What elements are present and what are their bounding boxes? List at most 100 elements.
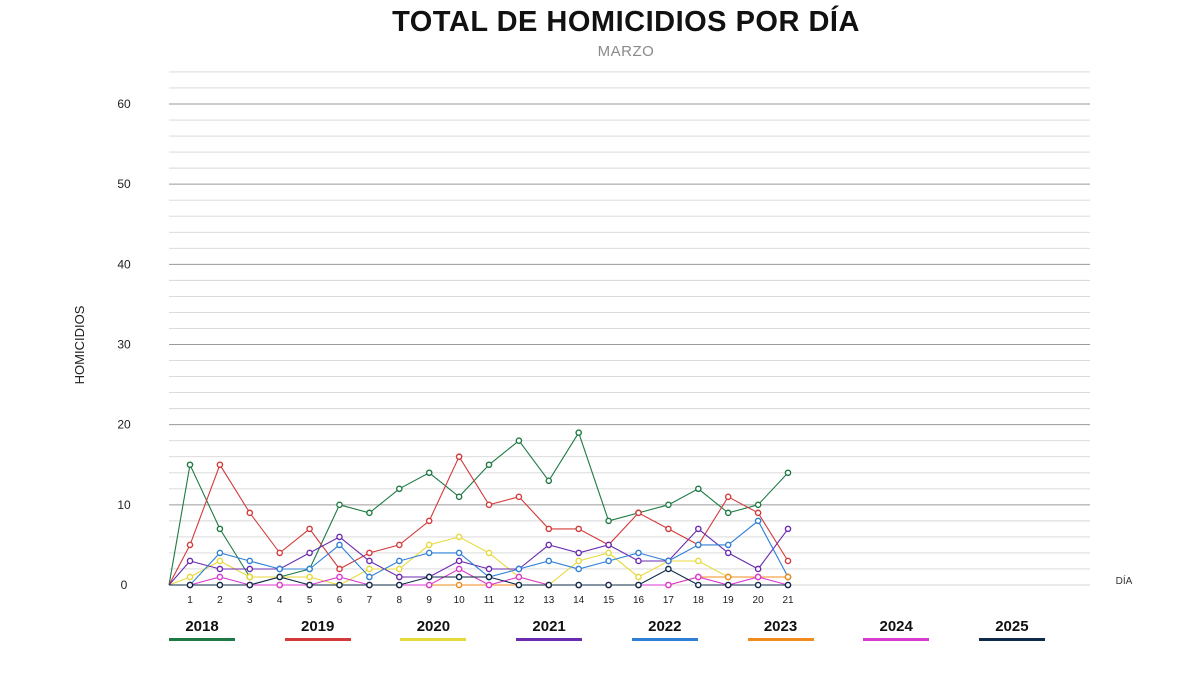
- data-point: [515, 581, 523, 589]
- data-point: [276, 549, 284, 557]
- data-point: [395, 485, 403, 493]
- data-point: [186, 541, 194, 549]
- x-axis-ticks: 1 2 3 4 5 6 7 8 9 10 11 12 13 14 15 16 17 18 19 20 21: [187, 595, 794, 606]
- series-group: [168, 429, 792, 589]
- data-point: [216, 573, 224, 581]
- data-point: [246, 509, 254, 517]
- data-point: [545, 581, 553, 589]
- data-point: [336, 541, 343, 549]
- data-point: [754, 517, 762, 525]
- data-point: [366, 557, 373, 565]
- legend-swatch: [631, 638, 698, 641]
- data-point: [455, 549, 463, 557]
- x-tick-label: 15: [603, 595, 615, 606]
- data-point: [724, 573, 732, 581]
- data-point: [575, 581, 583, 589]
- series-2025: [169, 565, 792, 589]
- data-point: [605, 581, 612, 589]
- data-point: [754, 565, 762, 573]
- legend-item-2024: 2024: [863, 618, 930, 641]
- x-tick-label: 6: [337, 595, 343, 606]
- data-point: [425, 573, 433, 581]
- data-point: [724, 541, 732, 549]
- data-point: [276, 573, 284, 581]
- data-point: [575, 557, 583, 565]
- data-point: [575, 565, 583, 573]
- data-point: [635, 581, 642, 589]
- legend-label: 2023: [763, 618, 798, 635]
- data-point: [695, 485, 702, 493]
- y-tick-label: 60: [117, 97, 131, 111]
- legend-label: 2019: [301, 618, 335, 635]
- data-point: [455, 565, 463, 573]
- data-point: [695, 581, 702, 589]
- legend-label: 2018: [185, 618, 219, 635]
- data-point: [455, 493, 463, 501]
- data-point: [545, 525, 553, 533]
- x-tick-label: 20: [753, 595, 765, 606]
- data-point: [216, 581, 224, 589]
- data-point: [485, 549, 493, 557]
- data-point: [455, 557, 463, 565]
- legend-label: 2024: [879, 618, 913, 635]
- legend-label: 2025: [995, 618, 1029, 635]
- series-2022: [169, 517, 792, 589]
- data-point: [724, 493, 732, 501]
- data-point: [575, 525, 583, 533]
- series-line: [169, 520, 789, 586]
- data-point: [425, 549, 433, 557]
- legend-swatch: [863, 638, 930, 641]
- data-point: [366, 565, 373, 573]
- data-point: [754, 573, 762, 581]
- series-line: [168, 455, 789, 586]
- data-point: [216, 557, 224, 565]
- data-point: [635, 557, 642, 565]
- data-point: [366, 581, 373, 589]
- data-point: [695, 541, 702, 549]
- data-point: [515, 565, 523, 573]
- x-tick-label: 10: [454, 595, 466, 606]
- data-point: [425, 581, 433, 589]
- series-line: [168, 431, 789, 586]
- data-point: [784, 525, 792, 533]
- data-point: [246, 581, 254, 589]
- y-tick-label: 0: [121, 578, 128, 592]
- data-point: [186, 573, 194, 581]
- data-point: [545, 557, 553, 565]
- data-point: [665, 565, 672, 573]
- data-point: [724, 549, 732, 557]
- data-point: [246, 557, 254, 565]
- data-point: [515, 437, 523, 445]
- data-point: [366, 549, 373, 557]
- data-point: [455, 533, 463, 541]
- data-point: [635, 549, 642, 557]
- legend-item-2025: 2025: [978, 618, 1045, 641]
- data-point: [216, 525, 224, 533]
- data-point: [246, 573, 254, 581]
- y-tick-label: 30: [117, 338, 131, 352]
- data-point: [575, 429, 583, 436]
- data-point: [485, 581, 493, 589]
- chart-subtitle: MARZO: [597, 43, 655, 60]
- data-point: [665, 581, 672, 589]
- data-point: [515, 493, 523, 501]
- data-point: [784, 581, 792, 589]
- x-tick-label: 9: [426, 595, 432, 606]
- legend-label: 2022: [648, 618, 682, 635]
- series-2019: [168, 453, 792, 586]
- data-point: [605, 549, 612, 557]
- legend-label: 2020: [416, 618, 451, 635]
- legend-item-2018: 2018: [169, 618, 235, 641]
- x-axis-label: DÍA: [1116, 574, 1133, 587]
- data-point: [575, 549, 583, 557]
- data-point: [336, 581, 343, 589]
- legend-swatch: [400, 638, 467, 641]
- data-point: [336, 573, 343, 581]
- x-tick-label: 13: [543, 595, 555, 606]
- data-point: [635, 509, 642, 517]
- data-point: [485, 501, 493, 509]
- x-tick-label: 21: [782, 595, 794, 606]
- data-point: [635, 573, 642, 581]
- x-tick-label: 2: [217, 595, 223, 606]
